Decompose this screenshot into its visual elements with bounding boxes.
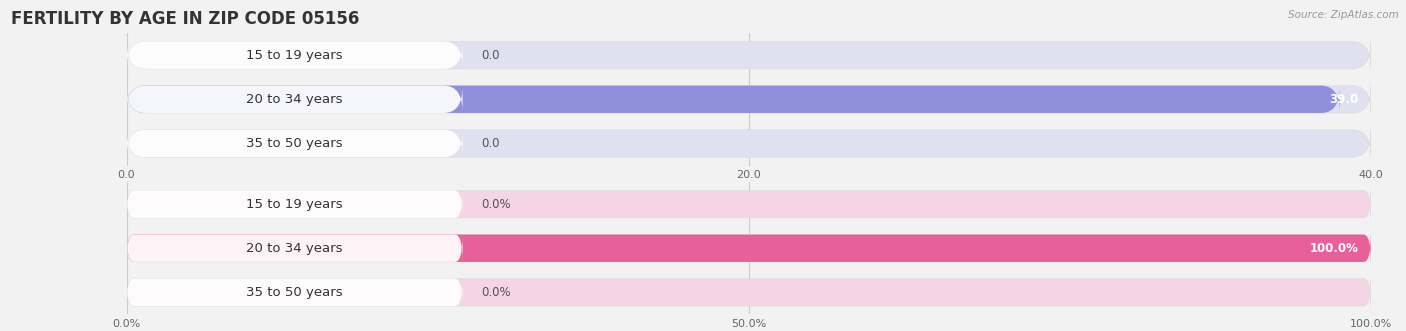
FancyBboxPatch shape	[127, 130, 463, 157]
FancyBboxPatch shape	[127, 235, 1371, 262]
Text: 35 to 50 years: 35 to 50 years	[246, 286, 343, 299]
Text: 100.0%: 100.0%	[1309, 242, 1358, 255]
Text: FERTILITY BY AGE IN ZIP CODE 05156: FERTILITY BY AGE IN ZIP CODE 05156	[11, 10, 360, 28]
Text: Source: ZipAtlas.com: Source: ZipAtlas.com	[1288, 10, 1399, 20]
Text: 0.0%: 0.0%	[481, 286, 510, 299]
Text: 39.0: 39.0	[1329, 93, 1358, 106]
FancyBboxPatch shape	[127, 279, 463, 306]
Text: 20 to 34 years: 20 to 34 years	[246, 242, 343, 255]
Text: 20 to 34 years: 20 to 34 years	[246, 93, 343, 106]
Text: 0.0%: 0.0%	[481, 198, 510, 211]
FancyBboxPatch shape	[127, 279, 1371, 306]
Text: 0.0: 0.0	[481, 137, 499, 150]
Text: 15 to 19 years: 15 to 19 years	[246, 49, 343, 62]
FancyBboxPatch shape	[127, 190, 463, 218]
FancyBboxPatch shape	[127, 86, 463, 113]
FancyBboxPatch shape	[127, 86, 1371, 113]
FancyBboxPatch shape	[127, 235, 1371, 262]
FancyBboxPatch shape	[127, 190, 1371, 218]
Text: 0.0: 0.0	[481, 49, 499, 62]
Text: 15 to 19 years: 15 to 19 years	[246, 198, 343, 211]
FancyBboxPatch shape	[127, 41, 463, 69]
Text: 35 to 50 years: 35 to 50 years	[246, 137, 343, 150]
FancyBboxPatch shape	[127, 41, 1371, 69]
FancyBboxPatch shape	[127, 86, 1340, 113]
FancyBboxPatch shape	[127, 130, 1371, 157]
FancyBboxPatch shape	[127, 235, 463, 262]
